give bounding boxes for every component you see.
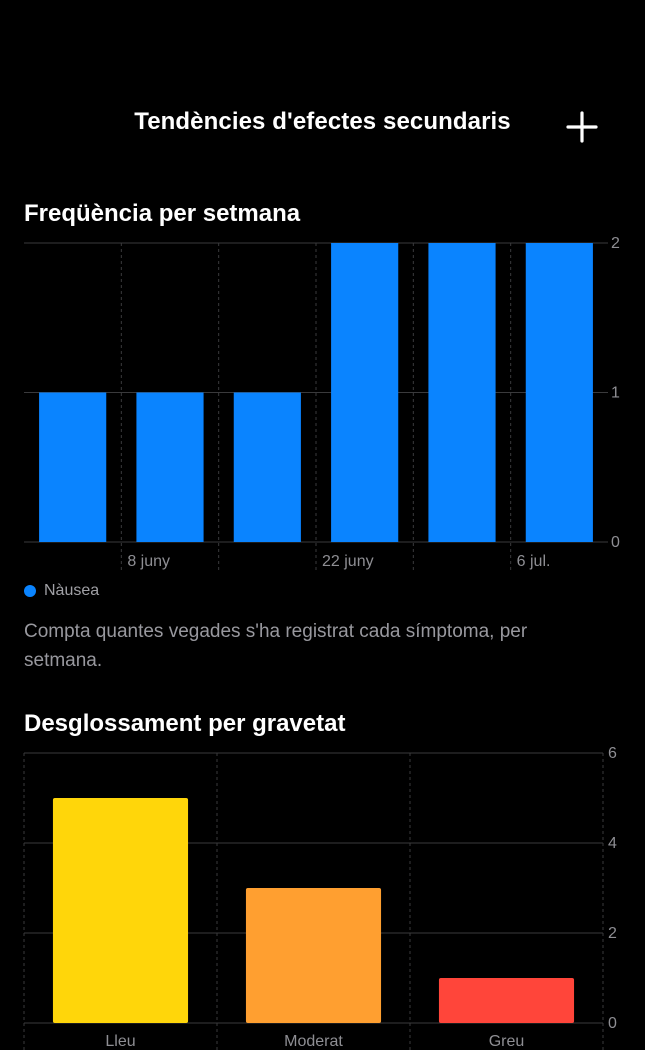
- frequency-caption: Compta quantes vegades s'ha registrat ca…: [24, 621, 528, 671]
- bar: [245, 888, 382, 1023]
- x-tick-label: 6 jul.: [517, 553, 551, 570]
- severity-section-title: Desglossament per gravetat: [24, 710, 346, 737]
- page-title: Tendències d'efectes secundaris: [134, 108, 511, 135]
- y-tick-label: 2: [611, 235, 620, 252]
- y-tick-label: 6: [608, 745, 617, 762]
- severity-chart: 0 2 4 6 Lleu Moderat Greu: [23, 745, 617, 1050]
- add-button[interactable]: [562, 107, 602, 147]
- x-tick-label: 8 juny: [127, 553, 170, 570]
- y-tick-label: 2: [608, 925, 617, 942]
- y-tick-label: 4: [608, 835, 617, 852]
- frequency-chart: 0 1 2 8 juny 22 juny 6 jul.: [24, 235, 620, 572]
- frequency-legend: Nàusea: [24, 582, 99, 600]
- y-tick-label: 0: [611, 534, 620, 551]
- bar: [39, 392, 107, 542]
- frequency-section-title: Freqüència per setmana: [24, 200, 301, 227]
- y-tick-label: 0: [608, 1015, 617, 1032]
- bar: [136, 392, 204, 542]
- bar: [233, 392, 301, 542]
- bar: [428, 243, 496, 542]
- bar: [438, 978, 575, 1023]
- bar: [525, 243, 593, 542]
- bar: [52, 798, 189, 1023]
- nausea-legend-label: Nàusea: [44, 582, 100, 599]
- x-tick-label: Lleu: [105, 1033, 135, 1050]
- x-tick-label: Moderat: [284, 1033, 343, 1050]
- x-tick-label: 22 juny: [322, 553, 374, 570]
- y-tick-label: 1: [611, 385, 620, 402]
- plus-icon: [566, 111, 598, 143]
- nausea-legend-dot: [24, 585, 36, 597]
- bar: [331, 243, 399, 542]
- x-tick-label: Greu: [489, 1033, 525, 1050]
